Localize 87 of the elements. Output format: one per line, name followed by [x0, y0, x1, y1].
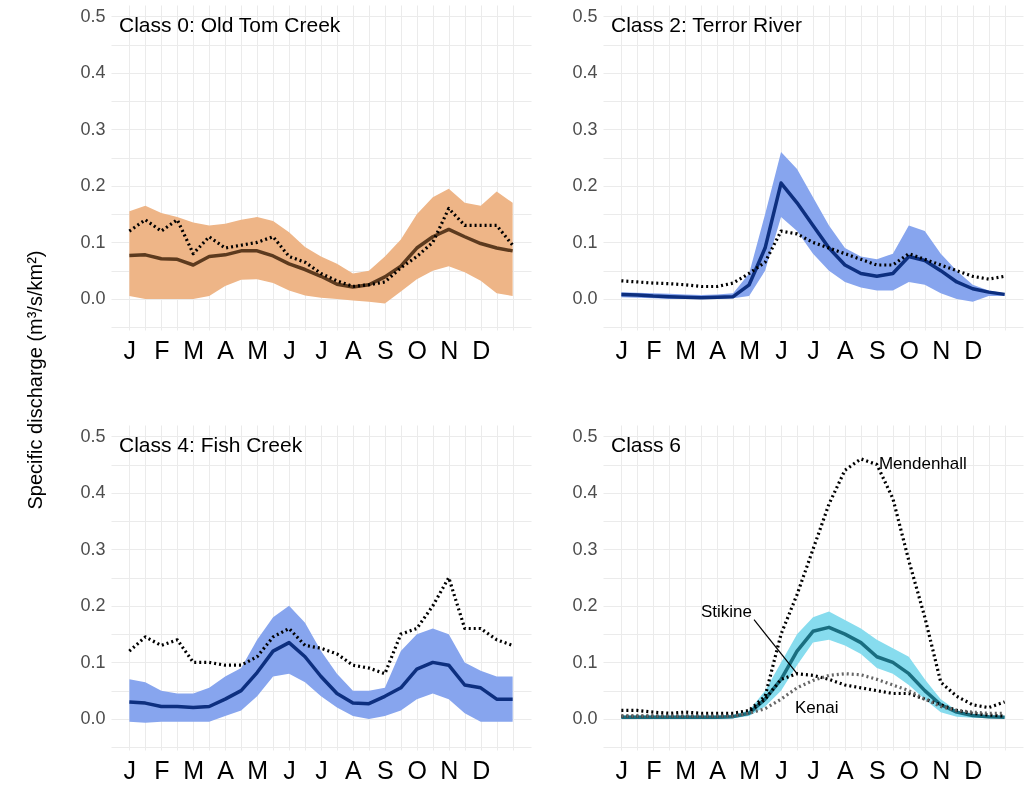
x-tick-label: J	[775, 755, 788, 784]
y-tick-label: 0.0	[80, 708, 106, 729]
x-tick-label: S	[377, 335, 394, 364]
x-tick-label: O	[899, 755, 920, 784]
x-tick-label: N	[440, 755, 459, 784]
y-tick-label: 0.4	[80, 482, 106, 503]
x-tick-label: M	[183, 755, 205, 784]
x-tick-label: F	[154, 755, 170, 784]
x-tick-label: N	[440, 335, 459, 364]
x-tick-label: F	[646, 755, 662, 784]
line-series	[619, 181, 1007, 300]
y-tick-label: 0.5	[572, 425, 598, 446]
x-tick-label: D	[964, 335, 983, 364]
line-series	[127, 206, 515, 289]
x-tick-label: D	[472, 755, 491, 784]
y-tick-label: 0.0	[572, 708, 598, 729]
x-tick-label: A	[709, 335, 727, 364]
x-tick-label: J	[283, 335, 296, 364]
line-series	[619, 229, 1007, 289]
line-series	[619, 457, 1007, 715]
line-series	[127, 640, 515, 710]
x-tick-label: J	[775, 335, 788, 364]
y-tick-label: 0.0	[80, 288, 106, 309]
y-tick-label: 0.5	[80, 5, 106, 26]
x-tick-label: D	[964, 755, 983, 784]
y-tick-label: 0.4	[80, 62, 106, 83]
y-tick-label: 0.2	[80, 175, 106, 196]
x-tick-label: O	[407, 755, 428, 784]
y-tick-label: 0.5	[572, 5, 598, 26]
x-tick-label: M	[675, 755, 697, 784]
x-tick-label: S	[377, 755, 394, 784]
y-tick-label: 0.1	[80, 231, 106, 252]
x-tick-label: J	[123, 335, 137, 364]
chart-title: Class 0: Old Tom Creek	[119, 13, 341, 36]
x-tick-label: M	[247, 335, 269, 364]
x-tick-label: J	[807, 335, 820, 364]
x-tick-label: O	[899, 335, 920, 364]
x-tick-label: J	[315, 335, 328, 364]
x-tick-label: F	[646, 335, 662, 364]
y-tick-label: 0.1	[80, 651, 106, 672]
x-tick-label: D	[472, 335, 491, 364]
x-tick-label: N	[932, 335, 951, 364]
y-tick-label: 0.3	[80, 118, 106, 139]
y-tick-label: 0.3	[572, 118, 598, 139]
x-tick-label: J	[615, 755, 629, 784]
x-tick-label: A	[837, 335, 855, 364]
x-tick-label: J	[283, 755, 296, 784]
chart-title: Class 4: Fish Creek	[119, 433, 303, 456]
x-tick-label: A	[345, 335, 363, 364]
x-tick-label: A	[837, 755, 855, 784]
series-label: Kenai	[794, 697, 839, 717]
y-tick-label: 0.2	[80, 595, 106, 616]
x-tick-label: A	[345, 755, 363, 784]
x-tick-label: M	[675, 335, 697, 364]
x-tick-label: M	[247, 755, 269, 784]
x-tick-label: M	[739, 755, 761, 784]
y-tick-label: 0.0	[572, 288, 598, 309]
y-tick-label: 0.4	[572, 482, 598, 503]
text: Stikine	[701, 601, 753, 621]
x-tick-label: A	[217, 335, 235, 364]
x-tick-label: F	[154, 335, 170, 364]
y-tick-label: 0.5	[80, 425, 106, 446]
x-tick-label: M	[739, 335, 761, 364]
x-tick-label: A	[217, 755, 235, 784]
chart-title: Class 2: Terror River	[611, 13, 802, 36]
y-tick-label: 0.2	[572, 175, 598, 196]
y-tick-label: 0.2	[572, 595, 598, 616]
y-tick-label: 0.3	[572, 538, 598, 559]
line-series	[127, 227, 515, 289]
x-tick-label: S	[869, 755, 886, 784]
x-tick-label: S	[869, 335, 886, 364]
chart-title: Class 6	[611, 433, 682, 456]
x-tick-label: J	[123, 755, 137, 784]
y-axis-title: Specific discharge (m³/s/km²)	[23, 250, 47, 510]
y-tick-label: 0.1	[572, 651, 598, 672]
y-tick-label: 0.1	[572, 231, 598, 252]
x-tick-label: O	[407, 335, 428, 364]
y-tick-label: 0.3	[80, 538, 106, 559]
x-tick-label: M	[183, 335, 205, 364]
x-tick-label: J	[315, 755, 328, 784]
series-label: Mendenhall	[878, 453, 967, 473]
x-tick-label: A	[709, 755, 727, 784]
line-series	[127, 576, 515, 676]
x-tick-label: N	[932, 755, 951, 784]
y-tick-label: 0.4	[572, 62, 598, 83]
x-tick-label: J	[615, 335, 629, 364]
x-tick-label: J	[807, 755, 820, 784]
